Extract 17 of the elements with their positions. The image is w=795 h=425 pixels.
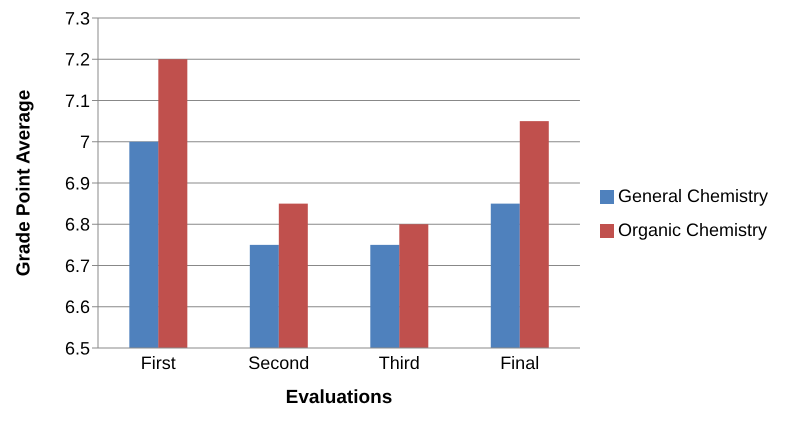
y-tick-label: 6.9 — [64, 173, 90, 194]
y-tick-label: 6.8 — [64, 214, 90, 235]
y-tick-label: 7 — [80, 132, 90, 152]
x-tick-label: First — [140, 352, 176, 373]
y-axis-title: Grade Point Average — [14, 90, 35, 276]
x-axis-title: Evaluations — [286, 387, 392, 408]
y-tick-label: 6.5 — [64, 338, 90, 358]
x-tick-label: Final — [500, 352, 540, 373]
y-tick-label: 7.3 — [64, 8, 90, 28]
y-tick-label: 7.1 — [64, 90, 90, 111]
y-tick-label: 6.7 — [64, 256, 90, 276]
legend-label: General Chemistry — [618, 186, 768, 206]
legend-label: Organic Chemistry — [618, 220, 767, 240]
y-tick-label: 7.2 — [64, 50, 90, 70]
x-tick-label: Third — [378, 352, 420, 373]
x-tick-label: Second — [248, 352, 310, 373]
y-tick-label: 6.6 — [64, 297, 90, 318]
